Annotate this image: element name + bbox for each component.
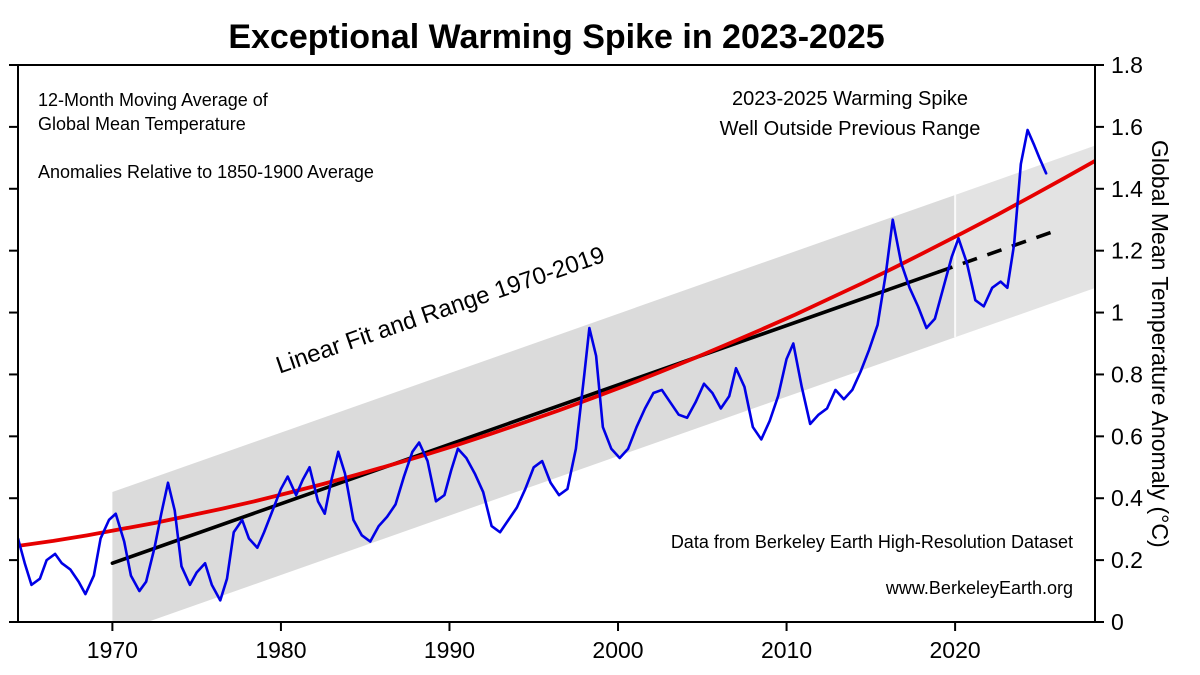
website-note: www.BerkeleyEarth.org [885,578,1073,598]
y-tick-label: 0.6 [1111,423,1143,449]
range-band-1970-2019 [112,194,956,622]
anomaly-reference-annotation: Anomalies Relative to 1850-1900 Average [38,162,374,182]
plot-area [18,128,1095,622]
warming-spike-annotation-line1: 2023-2025 Warming Spike [731,88,969,110]
moving-average-annotation-line1: 12-Month Moving Average of [38,90,268,110]
warming-spike-annotation-line2: Well Outside Previous Range [719,118,981,140]
smooth-trend-curve [18,159,1095,548]
data-source-note: Data from Berkeley Earth High-Resolution… [670,532,1073,552]
y-tick-label: 1.8 [1111,52,1143,78]
y-axis-title: Global Mean Temperature Anomaly (°C) [1147,139,1173,548]
plot-frame [17,64,1096,623]
y-tick-label: 1.6 [1111,114,1143,140]
moving-average-annotation-line2: Global Mean Temperature [38,114,246,135]
linear-fit-line [110,270,941,566]
moving-average-annotation: 12-Month Moving Average of Global Mean T… [38,88,268,137]
x-tick-label: 2010 [761,637,812,663]
x-tick-label: 2020 [930,637,981,663]
x-tick-label: 1980 [255,637,306,663]
x-tick-label: 1990 [424,637,475,663]
y-tick-label: 0.2 [1111,547,1143,573]
warming-spike-annotation: 2023-2025 Warming Spike Well Outside Pre… [620,84,1080,144]
x-tick-label: 2000 [592,637,643,663]
y-tick-label: 1 [1111,300,1124,326]
y-tick-label: 0 [1111,609,1124,635]
x-tick-label: 1970 [87,637,138,663]
chart-title: Exceptional Warming Spike in 2023-2025 [228,18,885,56]
y-tick-label: 1.2 [1111,238,1143,264]
y-tick-label: 0.8 [1111,361,1143,387]
moving-average-series [18,128,1048,602]
y-tick-label: 0.4 [1111,485,1143,511]
y-tick-label: 1.4 [1111,176,1143,202]
linear-fit-extrapolation [937,229,1056,274]
